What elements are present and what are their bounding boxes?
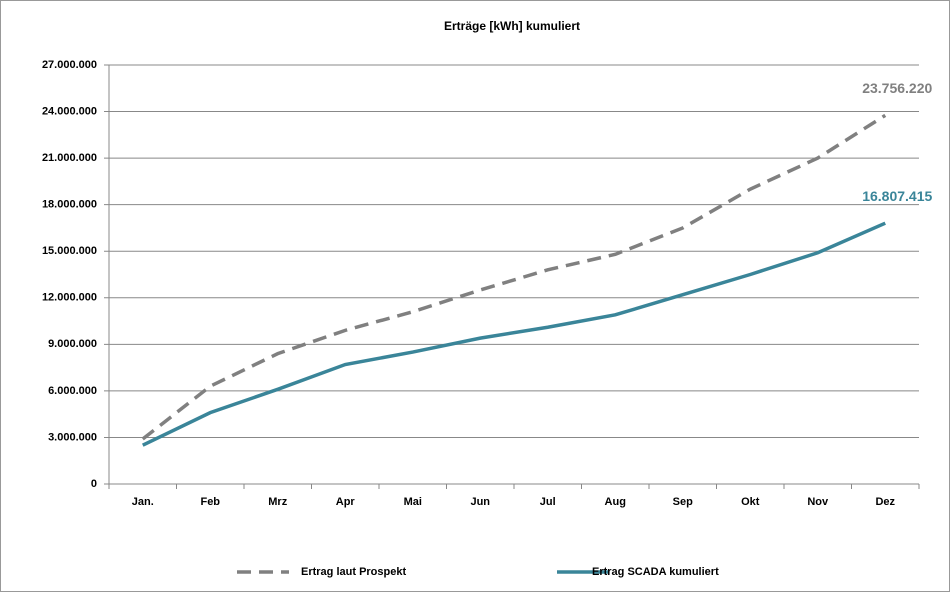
chart-title: Erträge [kWh] kumuliert (444, 19, 580, 33)
legend-label: Ertrag SCADA kumuliert (592, 566, 719, 578)
y-tick-label: 27.000.000 (42, 59, 97, 71)
x-tick-label: Dez (875, 496, 895, 508)
x-tick-label: Aug (605, 496, 626, 508)
y-tick-label: 24.000.000 (42, 105, 97, 117)
y-tick-label: 21.000.000 (42, 152, 97, 164)
y-tick-label: 0 (91, 478, 97, 490)
data-label: 23.756.220 (862, 80, 932, 96)
x-tick-label: Jul (540, 496, 556, 508)
y-tick-label: 12.000.000 (42, 292, 97, 304)
y-tick-label: 6.000.000 (48, 385, 97, 397)
x-tick-label: Mrz (268, 496, 287, 508)
x-tick-label: Sep (673, 496, 693, 508)
x-tick-label: Feb (200, 496, 220, 508)
x-tick-label: Jun (470, 496, 490, 508)
x-tick-label: Mai (404, 496, 422, 508)
y-tick-label: 18.000.000 (42, 199, 97, 211)
y-tick-label: 15.000.000 (42, 245, 97, 257)
x-tick-label: Apr (336, 496, 356, 508)
legend-label: Ertrag laut Prospekt (301, 566, 406, 578)
x-tick-label: Jan. (132, 496, 154, 508)
line (141, 221, 886, 447)
y-tick-label: 3.000.000 (48, 431, 97, 443)
y-tick-label: 9.000.000 (48, 338, 97, 350)
x-tick-label: Okt (741, 496, 760, 508)
x-tick-label: Nov (807, 496, 829, 508)
data-label: 16.807.415 (862, 188, 932, 204)
line (141, 113, 887, 441)
